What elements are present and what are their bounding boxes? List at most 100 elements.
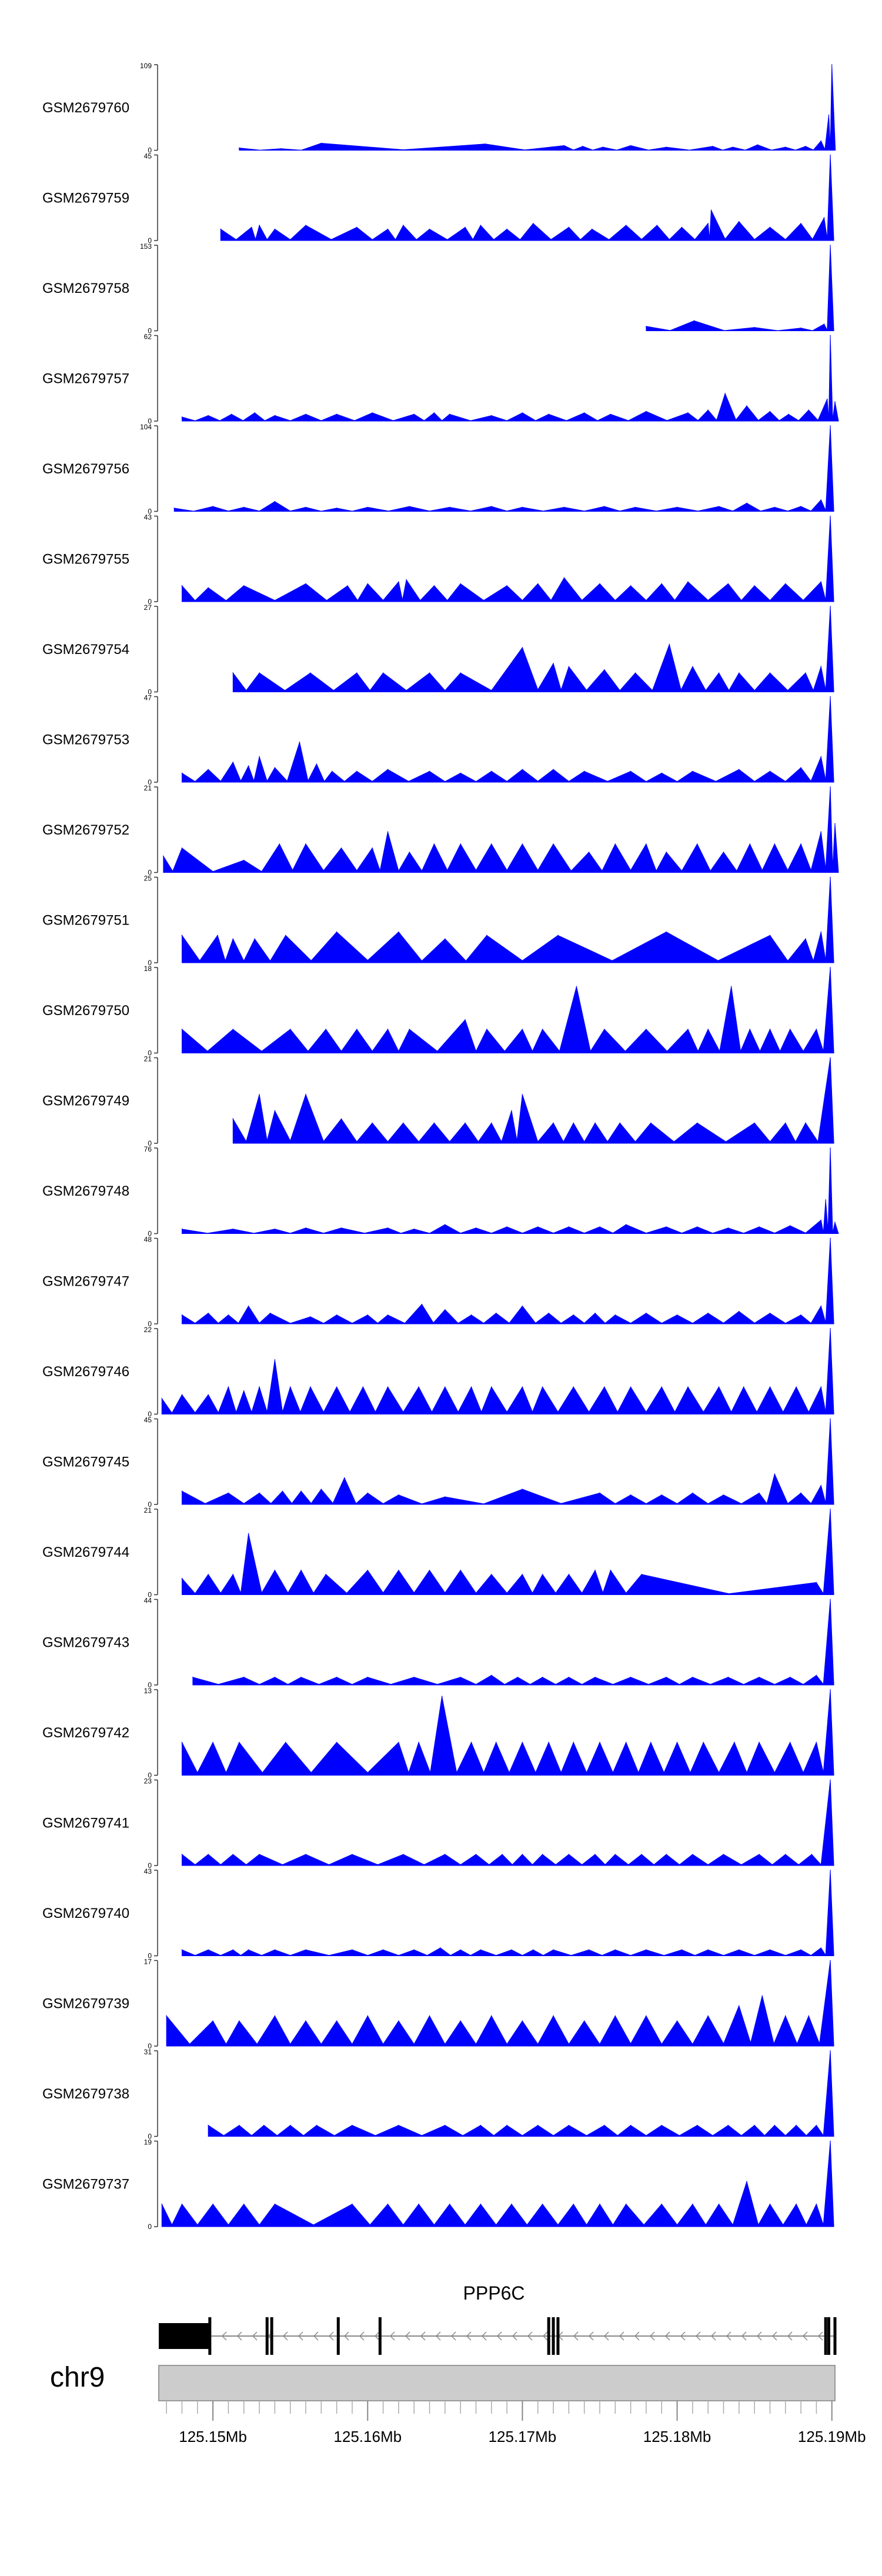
coverage-peak: [718, 672, 720, 673]
coverage-peak: [340, 1227, 342, 1229]
coverage-peak: [480, 1949, 482, 1951]
exon-block: [336, 2317, 340, 2355]
coverage-peak: [830, 967, 831, 968]
coverage-area: [161, 1328, 834, 1414]
coverage-peak: [429, 770, 430, 772]
coverage-peak: [259, 225, 260, 226]
coverage-peak: [834, 823, 836, 825]
coverage-peak: [789, 1225, 791, 1226]
coverage-peak: [491, 1386, 492, 1387]
track-ymin-label: 0: [148, 1591, 152, 1599]
coverage-peak: [305, 413, 306, 415]
coverage-peak: [387, 228, 389, 230]
coverage-peak: [310, 672, 311, 673]
coverage-peak: [491, 843, 492, 845]
coverage-peak: [746, 2181, 747, 2183]
coverage-peak: [243, 585, 245, 586]
coverage-peak: [542, 2203, 543, 2205]
coverage-area: [181, 1419, 834, 1505]
track-GSM2679742: GSM2679742 13 0: [42, 1687, 834, 1780]
coverage-peak: [666, 852, 667, 853]
coverage-peak: [511, 1949, 512, 1951]
coverage-peak: [208, 1313, 209, 1314]
coverage-peak: [163, 856, 164, 857]
coverage-peak: [820, 1386, 822, 1387]
coverage-peak: [300, 1490, 302, 1492]
coverage-peak: [387, 1314, 389, 1316]
coverage-peak: [413, 1949, 415, 1951]
coverage-peak: [192, 1677, 193, 1678]
coverage-peak: [796, 2124, 797, 2126]
coverage-peak: [506, 1226, 507, 1227]
coverage-peak: [495, 1741, 497, 1743]
coverage-peak: [727, 2124, 729, 2126]
coverage-peak: [594, 1570, 596, 1571]
coverage-peak: [449, 2203, 450, 2205]
coverage-peak: [181, 416, 183, 418]
coverage-peak: [834, 401, 836, 402]
coverage-peak: [769, 226, 771, 228]
coverage-peak: [232, 1229, 234, 1230]
coverage-peak: [495, 1313, 497, 1314]
coverage-peak: [754, 327, 755, 328]
coverage-peak: [583, 770, 585, 772]
coverage-peak: [274, 1677, 276, 1678]
track-GSM2679740: GSM2679740 43 0: [42, 1867, 834, 1960]
coverage-peak: [232, 1949, 234, 1951]
coverage-peak: [398, 2020, 399, 2021]
coverage-peak: [830, 154, 831, 156]
coverage-peak: [433, 585, 435, 586]
coverage-peak: [739, 769, 740, 770]
coverage-peak: [320, 142, 322, 144]
coverage-peak: [602, 146, 604, 148]
coverage-peak: [789, 1677, 791, 1678]
coverage-peak: [769, 1949, 771, 1951]
track-GSM2679748: GSM2679748 76 0: [42, 1145, 839, 1238]
coverage-peak: [274, 1110, 276, 1112]
strand-arrow: [405, 2331, 410, 2341]
coverage-peak: [661, 772, 663, 774]
coverage-peak: [834, 1222, 836, 1223]
coverage-peak: [305, 843, 306, 845]
coverage-area: [181, 967, 834, 1053]
coverage-peak: [625, 1741, 627, 1743]
track-label: GSM2679751: [42, 912, 129, 928]
strand-arrow: [221, 2331, 227, 2341]
coverage-peak: [743, 1386, 744, 1387]
track-ymax-label: 109: [140, 62, 152, 70]
track-ymax-label: 27: [144, 603, 152, 612]
track-GSM2679752: GSM2679752 21 0: [42, 784, 839, 877]
coverage-peak: [243, 859, 245, 861]
coverage-peak: [372, 412, 373, 413]
coverage-peak: [661, 2124, 663, 2126]
coverage-peak: [166, 2015, 168, 2017]
strand-arrow: [466, 2331, 472, 2341]
coverage-peak: [305, 1854, 306, 1855]
coverage-peak: [522, 412, 523, 413]
coverage-area: [220, 155, 834, 241]
coverage-peak: [568, 1574, 570, 1575]
coverage-peak: [409, 852, 410, 853]
coverage-peak: [830, 1237, 831, 1239]
coverage-peak: [692, 770, 693, 772]
coverage-peak: [800, 327, 801, 329]
coverage-peak: [548, 1313, 549, 1314]
coverage-peak: [625, 225, 627, 226]
coverage-peak: [542, 1386, 543, 1387]
coverage-peak: [511, 1110, 512, 1112]
strand-arrow: [787, 2331, 793, 2341]
coverage-peak: [548, 1741, 549, 1743]
coverage-peak: [228, 1492, 229, 1494]
coverage-peak: [382, 1949, 384, 1951]
coverage-peak: [666, 1677, 667, 1678]
coverage-peak: [336, 1677, 338, 1678]
track-ymin-label: 0: [148, 508, 152, 516]
coverage-peak: [573, 1386, 574, 1387]
coverage-peak: [517, 1677, 519, 1678]
coverage-peak: [816, 1581, 817, 1583]
coverage-peak: [316, 2124, 318, 2126]
coverage-peak: [692, 1492, 693, 1494]
coverage-peak: [681, 226, 683, 228]
coverage-peak: [403, 1854, 404, 1855]
coverage-peak: [666, 1226, 667, 1227]
